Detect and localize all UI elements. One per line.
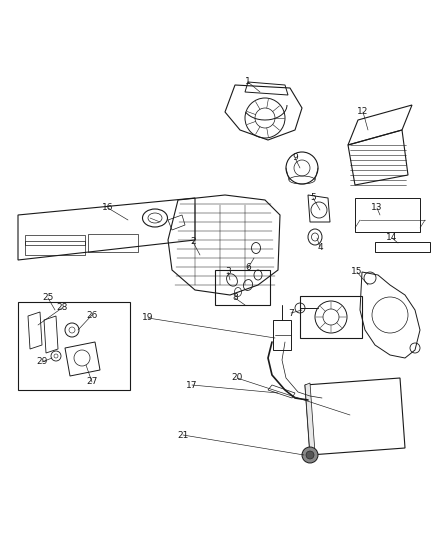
- Bar: [355, 198, 420, 232]
- Text: 6: 6: [245, 263, 251, 272]
- Text: 29: 29: [36, 358, 48, 367]
- Text: 7: 7: [288, 309, 294, 318]
- Text: 27: 27: [86, 377, 98, 386]
- Text: 3: 3: [225, 268, 231, 277]
- Text: 8: 8: [232, 294, 238, 303]
- Text: 26: 26: [86, 311, 98, 319]
- Text: 19: 19: [142, 313, 154, 322]
- Bar: [18, 302, 130, 390]
- Text: 16: 16: [102, 204, 114, 213]
- Circle shape: [306, 451, 314, 459]
- Text: 4: 4: [317, 243, 323, 252]
- Text: 14: 14: [386, 233, 398, 243]
- Bar: [215, 270, 270, 305]
- Text: 21: 21: [177, 431, 189, 440]
- Text: 25: 25: [42, 294, 54, 303]
- Text: 20: 20: [231, 374, 243, 383]
- Text: 13: 13: [371, 204, 383, 213]
- Text: 15: 15: [351, 268, 363, 277]
- Text: 2: 2: [190, 238, 196, 246]
- Text: 5: 5: [310, 193, 316, 203]
- Bar: [300, 296, 362, 338]
- Circle shape: [302, 447, 318, 463]
- Text: 1: 1: [245, 77, 251, 86]
- Polygon shape: [305, 383, 315, 455]
- Text: 9: 9: [292, 154, 298, 163]
- Bar: [273, 320, 291, 350]
- Bar: [88, 234, 138, 252]
- Text: 28: 28: [57, 303, 68, 312]
- Bar: [375, 242, 430, 252]
- Bar: [25, 235, 85, 245]
- Text: 12: 12: [357, 108, 369, 117]
- Text: 17: 17: [186, 381, 198, 390]
- Bar: [25, 241, 85, 255]
